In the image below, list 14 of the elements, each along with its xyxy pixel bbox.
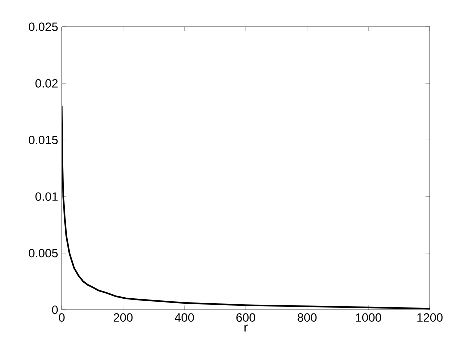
y-tick-label: 0.025 [29,22,58,32]
y-tick-label: 0 [52,306,58,314]
y-tick-label: 0.02 [36,79,58,88]
y-tick-label: 0.01 [36,192,58,202]
x-tick-label: 800 [298,314,317,322]
x-axis-title: r [244,324,248,332]
y-tick-label: 0.005 [29,249,58,258]
y-tick-label: 0.015 [29,136,58,144]
x-tick-label: 400 [174,314,194,322]
x-tick-label: 200 [114,314,133,322]
x-tick-label: 1000 [356,314,382,322]
x-tick-label: 1200 [418,314,443,322]
x-tick-label: 0 [59,314,65,322]
x-tick-label: 600 [236,314,256,322]
